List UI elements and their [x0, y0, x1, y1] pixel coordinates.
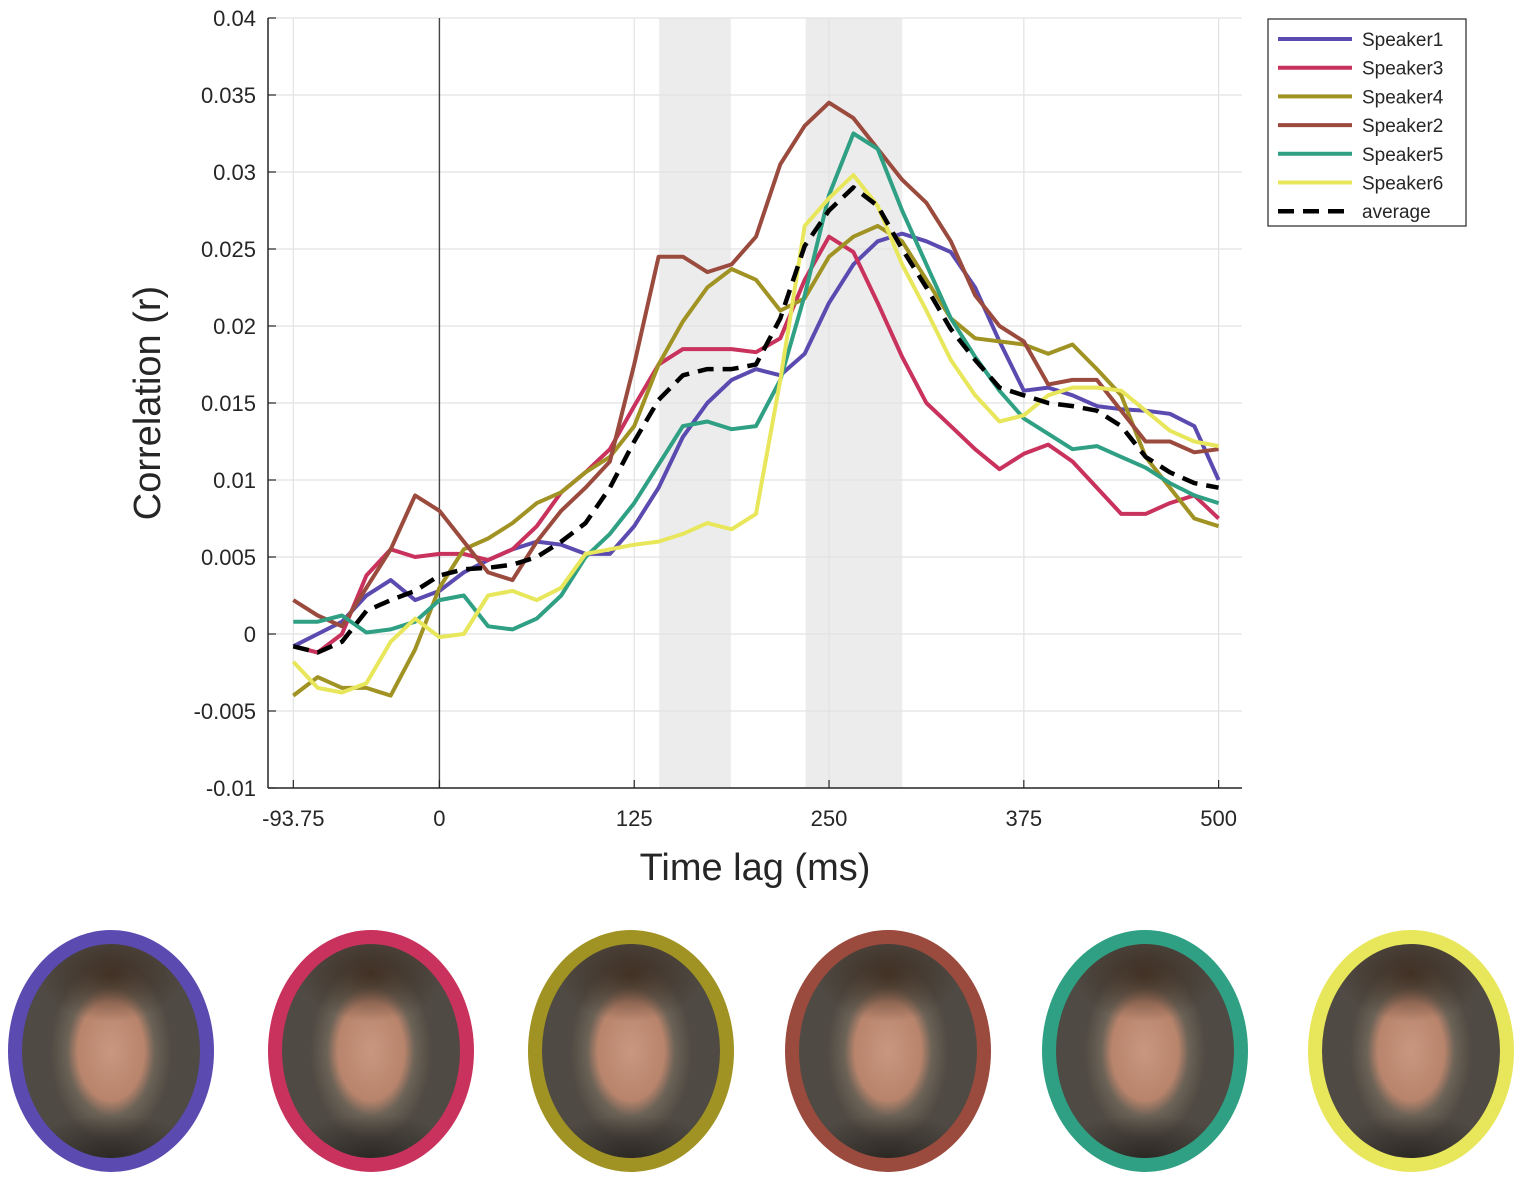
y-tick-label: -0.01: [206, 776, 256, 801]
portrait-photo: [799, 944, 977, 1158]
legend-label-speaker2: Speaker2: [1362, 116, 1443, 137]
legend-label-speaker4: Speaker4: [1362, 87, 1444, 108]
speaker-portraits: [0, 925, 1535, 1180]
y-tick-label: 0.04: [213, 6, 256, 31]
x-tick-label: 375: [1005, 806, 1042, 831]
x-tick-label: 0: [433, 806, 445, 831]
y-tick-label: 0.01: [213, 468, 256, 493]
x-tick-label: 500: [1200, 806, 1237, 831]
legend-label-speaker6: Speaker6: [1362, 174, 1443, 195]
y-tick-label: 0.005: [201, 545, 256, 570]
portrait-photo: [1322, 944, 1500, 1158]
correlation-chart: -0.01 -0.005 0 0.005 0.01 0.015 0.02 0.025 0.03 0…: [0, 0, 1535, 910]
plot-area: -0.01 -0.005 0 0.005 0.01 0.015 0.02 0.025 0.03 0…: [194, 6, 1242, 831]
portrait-speaker4: [528, 930, 734, 1172]
x-tick-label: -93.75: [262, 806, 324, 831]
portrait-photo: [282, 944, 460, 1158]
portrait-speaker1: [8, 930, 214, 1172]
y-tick-label: 0.025: [201, 237, 256, 262]
y-tick-label: 0.03: [213, 160, 256, 185]
y-tick-label: 0: [244, 622, 256, 647]
portrait-photo: [22, 944, 200, 1158]
x-tick-label: 250: [811, 806, 848, 831]
y-tick-label: 0.015: [201, 391, 256, 416]
y-axis-title: Correlation (r): [127, 286, 169, 520]
portrait-photo: [542, 944, 720, 1158]
portrait-speaker5: [1042, 930, 1248, 1172]
y-tick-label: -0.005: [194, 699, 256, 724]
x-axis-title: Time lag (ms): [640, 847, 871, 889]
portrait-photo: [1056, 944, 1234, 1158]
legend-label-speaker5: Speaker5: [1362, 145, 1443, 166]
y-tick-label: 0.02: [213, 314, 256, 339]
legend-label-speaker3: Speaker3: [1362, 59, 1443, 80]
legend-label-average: average: [1362, 202, 1431, 223]
x-tick-label: 125: [616, 806, 653, 831]
y-tick-label: 0.035: [201, 83, 256, 108]
legend-label-speaker1: Speaker1: [1362, 30, 1443, 51]
legend: Speaker1 Speaker3 Speaker4 Speaker2 Speaker5…: [1268, 19, 1466, 226]
portrait-speaker3: [268, 930, 474, 1172]
portrait-speaker2: [785, 930, 991, 1172]
portrait-speaker6: [1308, 930, 1514, 1172]
